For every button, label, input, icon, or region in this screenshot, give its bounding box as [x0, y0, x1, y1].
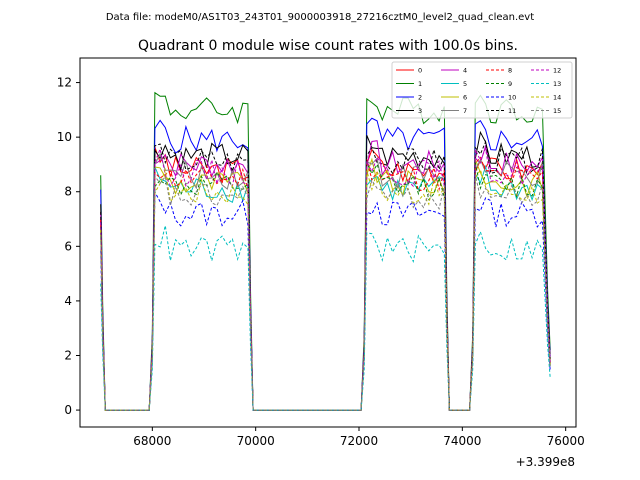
y-tick-label: 4: [64, 294, 72, 308]
legend-label-9: 9: [508, 80, 512, 88]
series-line-13: [100, 225, 551, 411]
y-tick-label: 6: [64, 239, 72, 253]
plot-frame: [79, 57, 577, 428]
series-line-11: [100, 140, 551, 411]
x-tick-label: 74000: [443, 434, 481, 448]
series-line-10: [100, 190, 551, 411]
legend-label-8: 8: [508, 67, 512, 75]
legend-label-1: 1: [418, 80, 422, 88]
legend-label-2: 2: [418, 94, 422, 102]
y-tick-label: 2: [64, 348, 72, 362]
legend-label-4: 4: [463, 67, 467, 75]
legend-label-3: 3: [418, 107, 422, 115]
legend-label-6: 6: [463, 94, 467, 102]
chart-title: Quadrant 0 module wise count rates with …: [138, 38, 518, 54]
legend-label-10: 10: [508, 94, 516, 102]
y-tick-label: 8: [64, 185, 72, 199]
legend-box: [391, 61, 573, 119]
x-tick-label: 70000: [237, 434, 275, 448]
series-line-14: [100, 167, 551, 411]
x-tick-label: 68000: [133, 434, 171, 448]
legend-label-12: 12: [553, 67, 561, 75]
series-line-2: [100, 117, 551, 411]
legend-label-13: 13: [553, 80, 561, 88]
series-line-15: [100, 174, 551, 411]
series-line-0: [100, 147, 551, 411]
x-tick-label: 72000: [340, 434, 378, 448]
series-line-7: [100, 152, 551, 411]
legend-label-15: 15: [553, 107, 561, 115]
series-layer: [100, 91, 551, 411]
y-tick-label: 10: [57, 130, 72, 144]
series-line-8: [100, 156, 551, 411]
legend-label-14: 14: [553, 94, 561, 102]
series-line-5: [100, 164, 551, 411]
series-line-9: [100, 162, 551, 411]
series-line-1: [100, 91, 551, 411]
data-file-label: Data file: modeM0/AS1T03_243T01_90000039…: [106, 12, 534, 23]
series-line-6: [100, 157, 551, 411]
legend-label-7: 7: [463, 107, 467, 115]
legend-label-0: 0: [418, 67, 422, 75]
legend-label-11: 11: [508, 107, 516, 115]
series-line-4: [100, 140, 551, 411]
y-tick-label: 0: [64, 403, 72, 417]
x-offset-label: +3.399e8: [516, 455, 575, 469]
series-line-12: [100, 147, 551, 411]
y-tick-label: 12: [57, 76, 72, 90]
x-tick-label: 76000: [547, 434, 585, 448]
legend-label-5: 5: [463, 80, 467, 88]
